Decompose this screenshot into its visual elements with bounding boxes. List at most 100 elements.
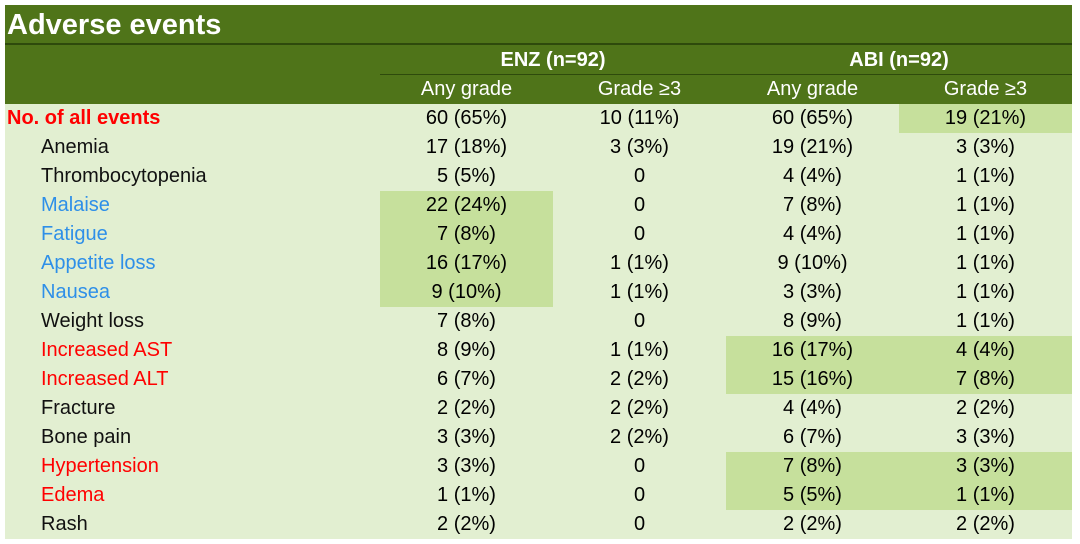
table-cell: 0 xyxy=(633,310,646,332)
table-row: Malaise 22 (24%) 0 7 (8%) 1 (1%) xyxy=(5,191,1072,220)
table-cell: 19 (21%) xyxy=(899,104,1072,133)
row-label: Increased AST xyxy=(41,339,173,361)
table-cell: 7 (8%) xyxy=(726,452,899,481)
group-header-abi: ABI (n=92) xyxy=(726,45,1072,75)
table-row: Increased ALT 6 (7%) 2 (2%) 15 (16%) 7 (8%) xyxy=(5,365,1072,394)
subheader-abi-any: Any grade xyxy=(766,78,859,100)
table-cell: 6 (7%) xyxy=(437,368,496,390)
table-cell: 60 (65%) xyxy=(771,107,854,129)
table-row: Edema 1 (1%) 0 5 (5%) 1 (1%) xyxy=(5,481,1072,510)
table-cell: 16 (17%) xyxy=(726,336,899,365)
table-cell: 1 (1%) xyxy=(956,194,1015,216)
table-cell: 4 (4%) xyxy=(899,336,1072,365)
table-cell: 2 (2%) xyxy=(956,397,1015,419)
row-label: Malaise xyxy=(41,194,110,216)
group-header-enz: ENZ (n=92) xyxy=(380,45,726,75)
table-cell: 1 (1%) xyxy=(956,223,1015,245)
table-row: Weight loss 7 (8%) 0 8 (9%) 1 (1%) xyxy=(5,307,1072,336)
table-row: No. of all events 60 (65%) 10 (11%) 60 (65%… xyxy=(5,104,1072,133)
table-body: No. of all events 60 (65%) 10 (11%) 60 (65%… xyxy=(5,104,1072,539)
table-cell: 0 xyxy=(633,165,646,187)
table-cell: 7 (8%) xyxy=(783,194,842,216)
table-cell: 0 xyxy=(633,223,646,245)
row-label: Hypertension xyxy=(41,455,159,477)
subheader-abi-grade3: Grade ≥3 xyxy=(943,78,1028,100)
table-cell: 1 (1%) xyxy=(956,165,1015,187)
table-cell: 3 (3%) xyxy=(437,455,496,477)
table-cell: 1 (1%) xyxy=(610,281,669,303)
table-row: Anemia 17 (18%) 3 (3%) 19 (21%) 3 (3%) xyxy=(5,133,1072,162)
table-cell: 17 (18%) xyxy=(425,136,508,158)
row-label: Edema xyxy=(41,484,105,506)
table-cell: 1 (1%) xyxy=(899,481,1072,510)
table-cell: 0 xyxy=(633,484,646,506)
table-cell: 60 (65%) xyxy=(425,107,508,129)
table-cell: 3 (3%) xyxy=(956,136,1015,158)
row-label: Weight loss xyxy=(41,310,145,332)
table-cell: 4 (4%) xyxy=(783,165,842,187)
table-cell: 3 (3%) xyxy=(437,426,496,448)
table-cell: 15 (16%) xyxy=(726,365,899,394)
table-cell: 3 (3%) xyxy=(783,281,842,303)
table-cell: 5 (5%) xyxy=(437,165,496,187)
table-cell: 0 xyxy=(633,194,646,216)
table-cell: 2 (2%) xyxy=(437,513,496,535)
table-cell: 2 (2%) xyxy=(956,513,1015,535)
table-cell: 2 (2%) xyxy=(783,513,842,535)
row-label: Anemia xyxy=(41,136,109,158)
row-label: No. of all events xyxy=(7,107,161,129)
table-cell: 2 (2%) xyxy=(610,368,669,390)
table-cell: 9 (10%) xyxy=(380,278,553,307)
table-cell: 9 (10%) xyxy=(777,252,848,274)
row-label: Fatigue xyxy=(41,223,108,245)
table-row: Appetite loss 16 (17%) 1 (1%) 9 (10%) 1 (1%) xyxy=(5,249,1072,278)
table-cell: 6 (7%) xyxy=(783,426,842,448)
table-cell: 5 (5%) xyxy=(726,481,899,510)
adverse-events-table: Adverse events ENZ (n=92) ABI (n=92) Any… xyxy=(5,5,1072,539)
table-row: Bone pain 3 (3%) 2 (2%) 6 (7%) 3 (3%) xyxy=(5,423,1072,452)
table-title: Adverse events xyxy=(5,5,1072,45)
table-row: Fatigue 7 (8%) 0 4 (4%) 1 (1%) xyxy=(5,220,1072,249)
table-cell: 8 (9%) xyxy=(783,310,842,332)
table-cell: 1 (1%) xyxy=(956,252,1015,274)
table-cell: 3 (3%) xyxy=(899,452,1072,481)
table-row: Rash 2 (2%) 0 2 (2%) 2 (2%) xyxy=(5,510,1072,539)
table-cell: 7 (8%) xyxy=(380,220,553,249)
table-cell: 2 (2%) xyxy=(610,397,669,419)
table-cell: 8 (9%) xyxy=(437,339,496,361)
table-cell: 2 (2%) xyxy=(437,397,496,419)
table-row: Fracture 2 (2%) 2 (2%) 4 (4%) 2 (2%) xyxy=(5,394,1072,423)
row-label: Bone pain xyxy=(41,426,132,448)
table-row: Increased AST 8 (9%) 1 (1%) 16 (17%) 4 (4%) xyxy=(5,336,1072,365)
table-cell: 3 (3%) xyxy=(610,136,669,158)
row-label: Increased ALT xyxy=(41,368,169,390)
table-cell: 1 (1%) xyxy=(437,484,496,506)
table-cell: 22 (24%) xyxy=(380,191,553,220)
table-row: Hypertension 3 (3%) 0 7 (8%) 3 (3%) xyxy=(5,452,1072,481)
table-cell: 2 (2%) xyxy=(610,426,669,448)
table-cell: 4 (4%) xyxy=(783,397,842,419)
row-label: Nausea xyxy=(41,281,110,303)
table-header: ENZ (n=92) ABI (n=92) Any grade Grade ≥3… xyxy=(5,45,1072,104)
table-cell: 0 xyxy=(633,455,646,477)
subheader-enz-grade3: Grade ≥3 xyxy=(597,78,682,100)
table-cell: 10 (11%) xyxy=(599,107,680,129)
table-cell: 7 (8%) xyxy=(899,365,1072,394)
table-cell: 1 (1%) xyxy=(610,339,669,361)
table-cell: 1 (1%) xyxy=(956,281,1015,303)
table-cell: 19 (21%) xyxy=(771,136,854,158)
table-row: Thrombocytopenia 5 (5%) 0 4 (4%) 1 (1%) xyxy=(5,162,1072,191)
row-label: Fracture xyxy=(41,397,116,419)
table-cell: 7 (8%) xyxy=(437,310,496,332)
table-cell: 16 (17%) xyxy=(380,249,553,278)
table-cell: 3 (3%) xyxy=(956,426,1015,448)
row-label: Appetite loss xyxy=(41,252,156,274)
table-cell: 0 xyxy=(633,513,646,535)
row-label: Thrombocytopenia xyxy=(41,165,207,187)
row-label: Rash xyxy=(41,513,88,535)
table-cell: 1 (1%) xyxy=(610,252,669,274)
table-cell: 1 (1%) xyxy=(956,310,1015,332)
table-row: Nausea 9 (10%) 1 (1%) 3 (3%) 1 (1%) xyxy=(5,278,1072,307)
table-cell: 4 (4%) xyxy=(783,223,842,245)
subheader-enz-any: Any grade xyxy=(420,78,513,100)
